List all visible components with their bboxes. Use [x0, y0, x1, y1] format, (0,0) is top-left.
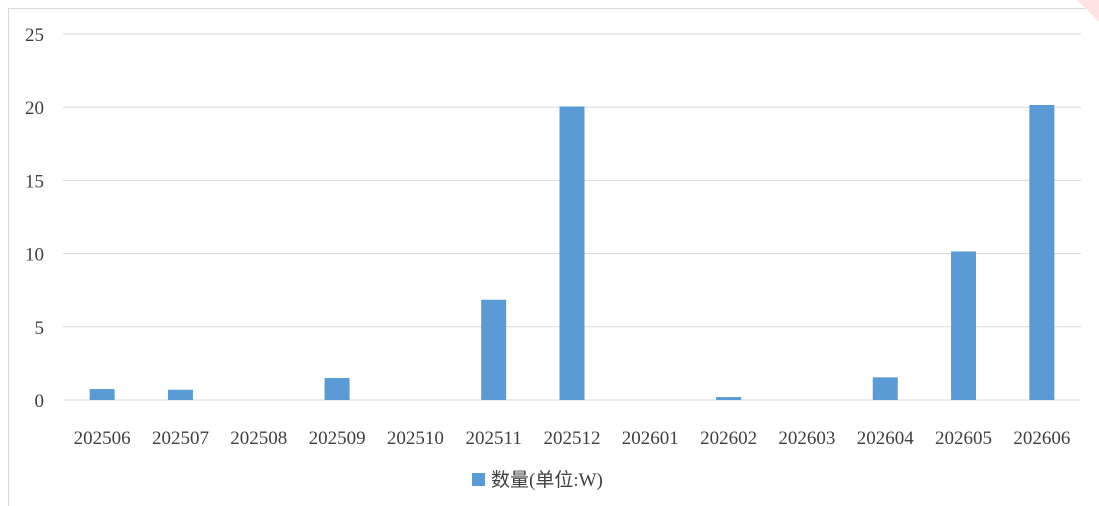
legend-label: 数量(单位:W)	[491, 469, 603, 491]
y-tick-label: 25	[25, 25, 44, 46]
y-tick-label: 0	[35, 391, 45, 412]
bar	[1029, 105, 1055, 400]
bar	[951, 251, 977, 400]
x-tick-label: 202511	[466, 428, 522, 449]
x-tick-label: 202602	[700, 428, 757, 449]
x-tick-label: 202506	[74, 428, 131, 449]
x-tick-label: 202512	[544, 428, 601, 449]
y-tick-label: 5	[35, 318, 45, 339]
x-tick-label: 202605	[935, 428, 992, 449]
x-axis-ticks: 202506 202507 202508 202509 202510 202511 2025…	[74, 428, 1071, 449]
bar	[324, 378, 350, 400]
bar	[559, 106, 585, 400]
y-tick-label: 15	[25, 171, 44, 192]
bar	[89, 389, 115, 400]
bar	[167, 389, 193, 400]
y-tick-label: 20	[25, 98, 44, 119]
x-tick-label: 202507	[152, 428, 209, 449]
x-tick-label: 202509	[309, 428, 366, 449]
x-tick-label: 202606	[1013, 428, 1070, 449]
y-axis-ticks: 0 5 10 15 20 25	[25, 25, 44, 412]
x-tick-label: 202601	[622, 428, 679, 449]
bar	[872, 377, 898, 400]
y-tick-label: 10	[25, 245, 44, 266]
bars	[89, 105, 1055, 400]
corner-decoration	[1077, 0, 1099, 22]
x-tick-label: 202603	[778, 428, 835, 449]
legend-swatch	[472, 473, 485, 486]
bar	[716, 397, 742, 400]
x-tick-label: 202508	[230, 428, 287, 449]
x-tick-label: 202604	[857, 428, 915, 449]
bar	[481, 299, 507, 400]
x-tick-label: 202510	[387, 428, 444, 449]
legend: 数量(单位:W)	[472, 469, 603, 491]
chart-frame	[8, 8, 1099, 506]
